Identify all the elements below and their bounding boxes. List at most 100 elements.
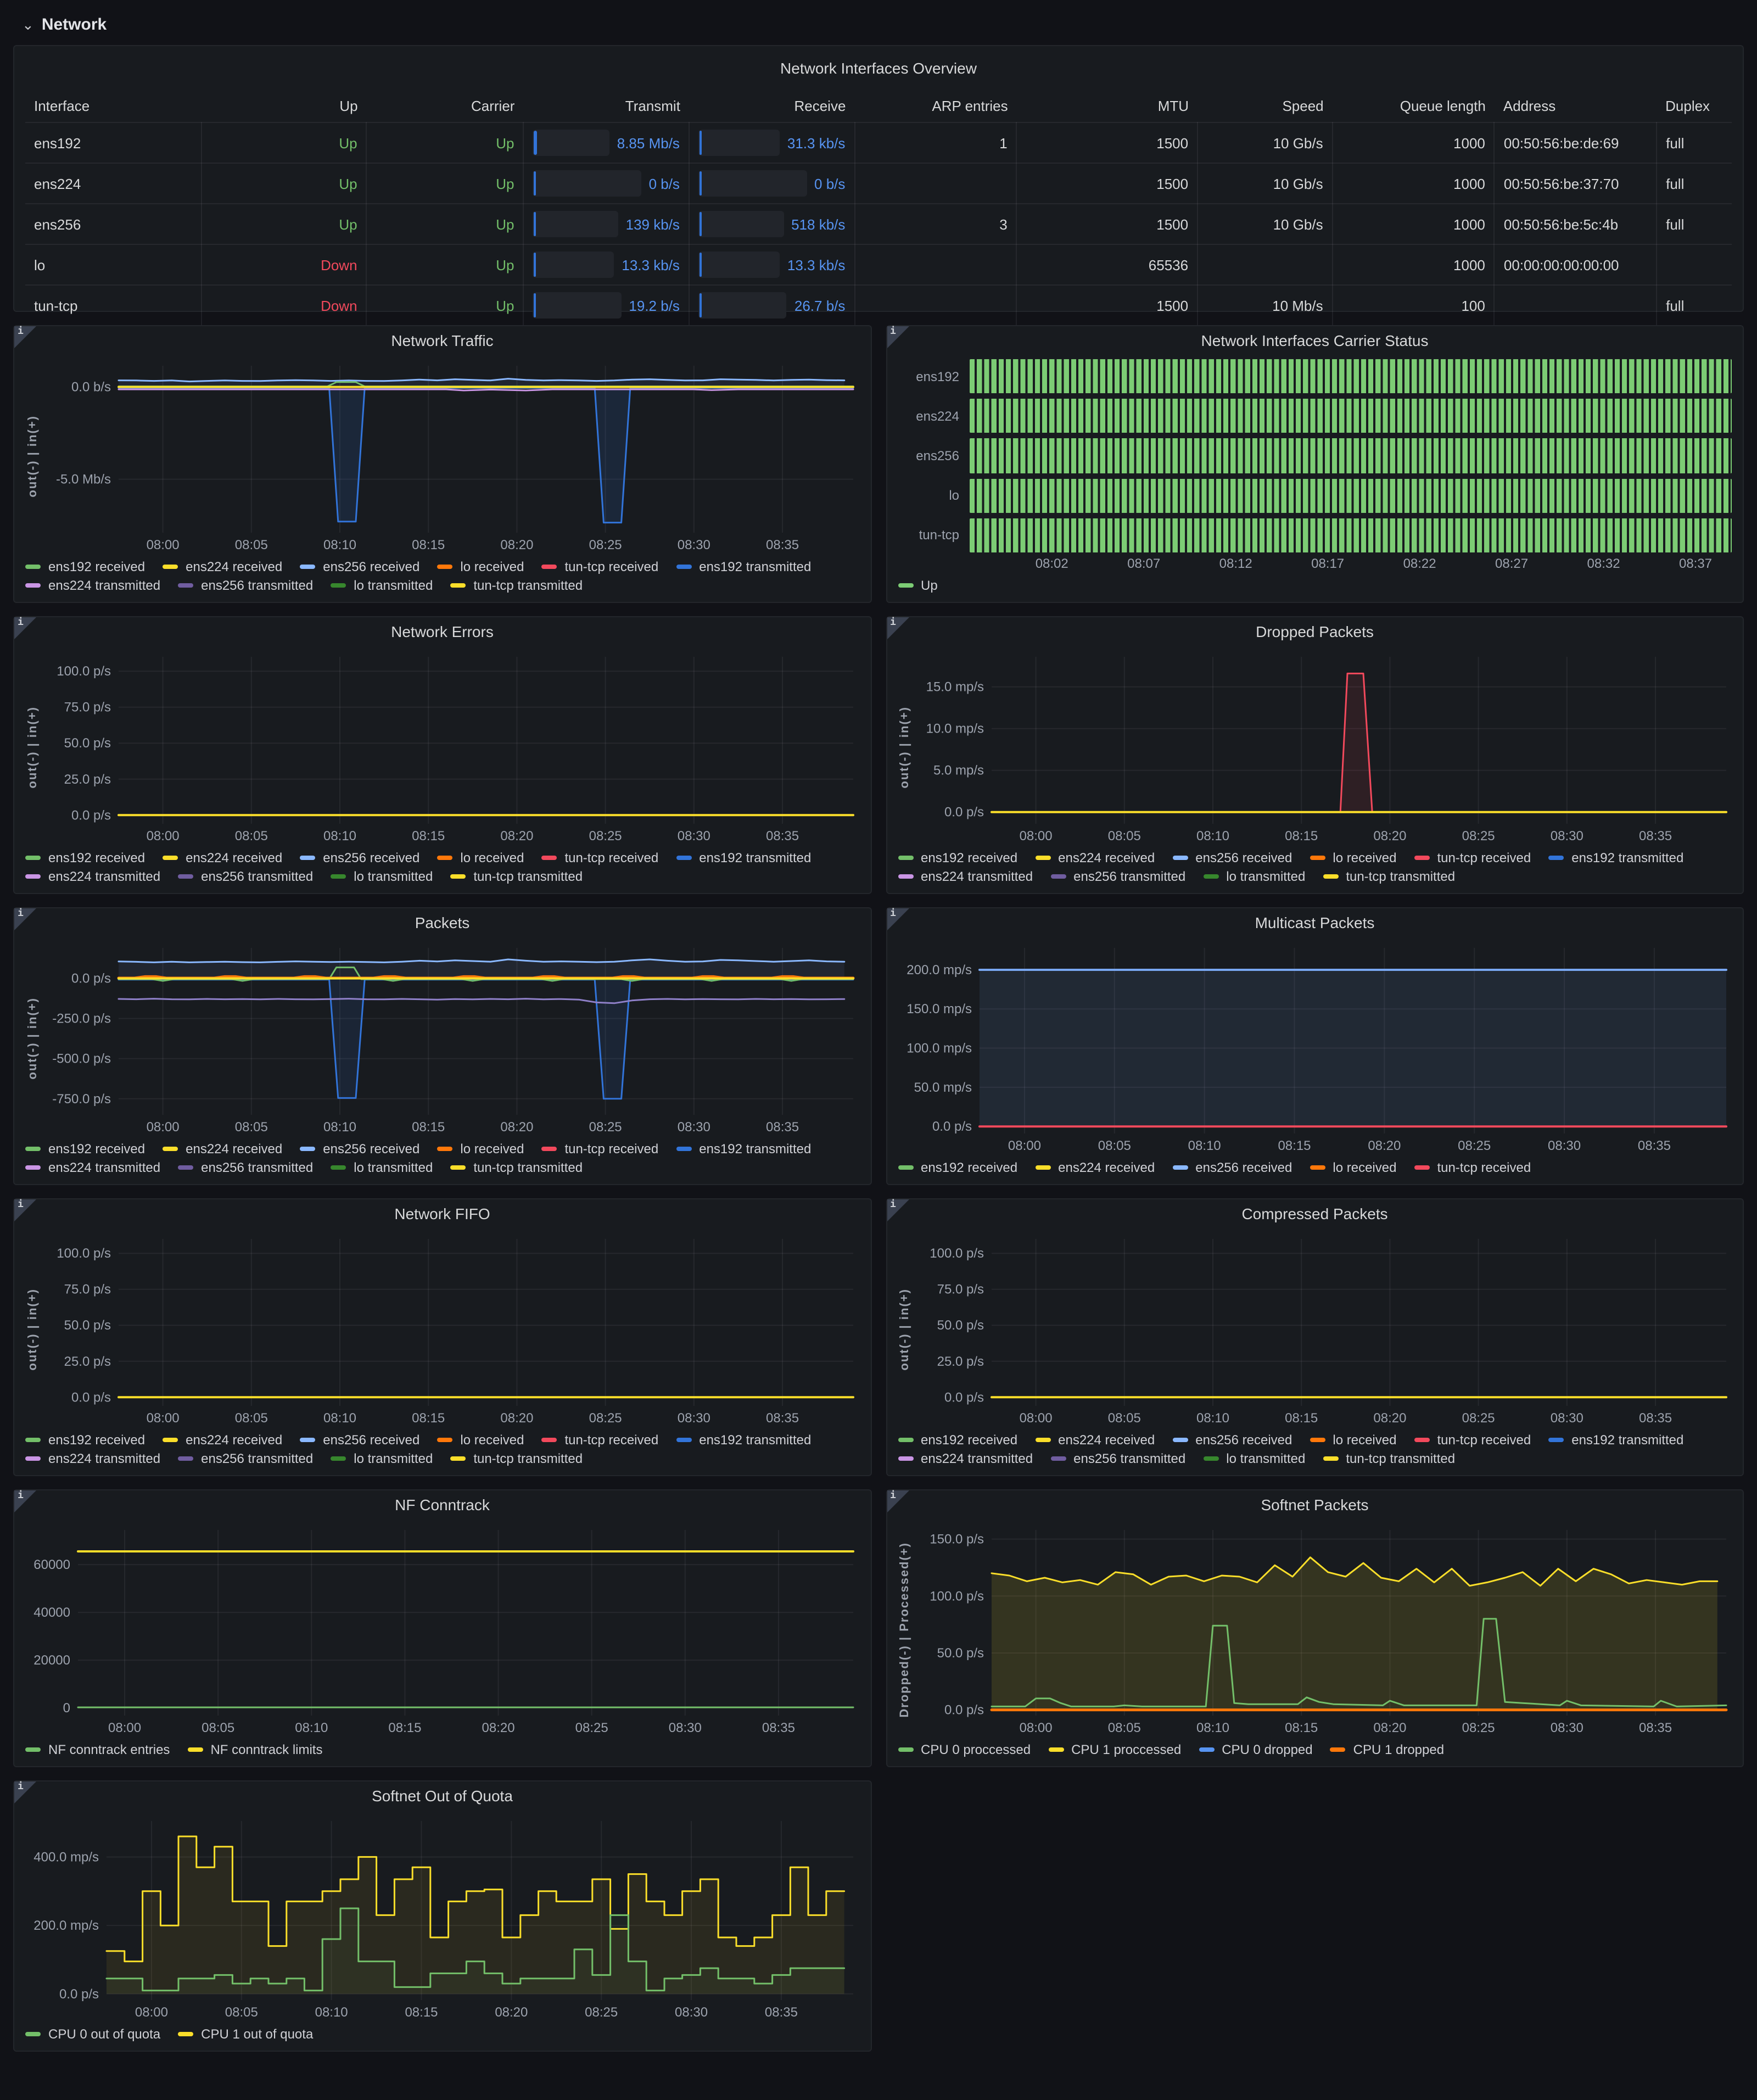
panel-title[interactable]: Compressed Packets xyxy=(1241,1205,1388,1222)
panel-info-icon[interactable]: i xyxy=(14,326,36,348)
legend-item-ens192-received[interactable]: ens192 received xyxy=(898,1432,1017,1448)
legend-item-ens224-received[interactable]: ens224 received xyxy=(1035,1160,1155,1175)
legend-item-CPU-1-dropped[interactable]: CPU 1 dropped xyxy=(1330,1742,1444,1757)
legend-item-tun-tcp-received[interactable]: tun-tcp received xyxy=(1414,1160,1531,1175)
legend-item-tun-tcp-transmitted[interactable]: tun-tcp transmitted xyxy=(450,1451,583,1466)
legend-item-ens256-received[interactable]: ens256 received xyxy=(1172,1160,1292,1175)
legend-item-tun-tcp-transmitted[interactable]: tun-tcp transmitted xyxy=(1323,869,1455,884)
legend-item-ens224-received[interactable]: ens224 received xyxy=(163,559,282,574)
multicast-packets-plot[interactable]: 0.0 p/s 50.0 mp/s 100.0 mp/s 150.0 mp/s 200.… xyxy=(896,939,1734,1155)
legend-item-ens192-received[interactable]: ens192 received xyxy=(898,850,1017,865)
compressed-packets-plot[interactable]: 0.0 p/s 25.0 p/s 50.0 p/s 75.0 p/s 100.0 p/s… xyxy=(914,1230,1734,1428)
panel-info-icon[interactable]: i xyxy=(14,908,36,930)
legend-item-lo-received[interactable]: lo received xyxy=(437,559,524,574)
legend-item-tun-tcp-transmitted[interactable]: tun-tcp transmitted xyxy=(450,578,583,593)
legend-item-CPU-1-out-of-quota[interactable]: CPU 1 out of quota xyxy=(178,2026,313,2042)
legend-item-CPU-1-proccessed[interactable]: CPU 1 proccessed xyxy=(1048,1742,1181,1757)
legend-item-ens192-received[interactable]: ens192 received xyxy=(25,1141,145,1157)
panel-info-icon[interactable]: i xyxy=(14,1199,36,1221)
legend-item-CPU-0-out-of-quota[interactable]: CPU 0 out of quota xyxy=(25,2026,160,2042)
status-bars-lo[interactable] xyxy=(969,478,1732,513)
legend-item-tun-tcp-transmitted[interactable]: tun-tcp transmitted xyxy=(450,869,583,884)
legend-item-NF-conntrack-limits[interactable]: NF conntrack limits xyxy=(187,1742,323,1757)
legend-item-ens224-transmitted[interactable]: ens224 transmitted xyxy=(898,869,1033,884)
legend-item-ens224-received[interactable]: ens224 received xyxy=(163,1141,282,1157)
status-bars-tun-tcp[interactable] xyxy=(969,518,1732,553)
softnet-packets-plot[interactable]: 0.0 p/s 50.0 p/s 100.0 p/s 150.0 p/s 08:00 08… xyxy=(914,1521,1734,1738)
legend-item-ens224-transmitted[interactable]: ens224 transmitted xyxy=(898,1451,1033,1466)
panel-info-icon[interactable]: i xyxy=(887,1199,909,1221)
legend-item-lo-transmitted[interactable]: lo transmitted xyxy=(331,1451,433,1466)
legend-item-ens256-transmitted[interactable]: ens256 transmitted xyxy=(178,1160,313,1175)
legend-item-tun-tcp-received[interactable]: tun-tcp received xyxy=(1414,850,1531,865)
legend-item-ens256-transmitted[interactable]: ens256 transmitted xyxy=(178,869,313,884)
panel-title[interactable]: Network FIFO xyxy=(394,1205,490,1222)
legend-item-CPU-0-dropped[interactable]: CPU 0 dropped xyxy=(1199,1742,1313,1757)
section-row-network[interactable]: ⌄ Network xyxy=(0,0,1757,45)
panel-title[interactable]: Softnet Out of Quota xyxy=(372,1787,513,1805)
legend-item-lo-transmitted[interactable]: lo transmitted xyxy=(331,578,433,593)
legend-item-ens192-transmitted[interactable]: ens192 transmitted xyxy=(676,850,811,865)
legend-item-ens192-transmitted[interactable]: ens192 transmitted xyxy=(1548,1432,1683,1448)
legend-item-ens224-transmitted[interactable]: ens224 transmitted xyxy=(25,869,160,884)
legend-item-lo-received[interactable]: lo received xyxy=(437,1432,524,1448)
legend-item-ens224-transmitted[interactable]: ens224 transmitted xyxy=(25,578,160,593)
legend-item-ens192-received[interactable]: ens192 received xyxy=(25,850,145,865)
dropped-packets-plot[interactable]: 0.0 p/s 5.0 mp/s 10.0 mp/s 15.0 mp/s 08:00 08… xyxy=(914,648,1734,846)
panel-info-icon[interactable]: i xyxy=(887,1490,909,1512)
panel-info-icon[interactable]: i xyxy=(14,1781,36,1803)
panel-title[interactable]: Network Errors xyxy=(391,623,494,640)
panel-title[interactable]: Packets xyxy=(415,914,470,931)
carrier-status-plot[interactable]: ens192 ens224 ens256 lo tun-tcp xyxy=(887,326,1743,553)
legend-item-lo-transmitted[interactable]: lo transmitted xyxy=(1203,1451,1305,1466)
panel-title[interactable]: Multicast Packets xyxy=(1255,914,1375,931)
legend-item-ens192-transmitted[interactable]: ens192 transmitted xyxy=(676,1432,811,1448)
legend-item-ens256-received[interactable]: ens256 received xyxy=(300,1141,419,1157)
legend-item-ens192-transmitted[interactable]: ens192 transmitted xyxy=(676,1141,811,1157)
legend-item-tun-tcp-transmitted[interactable]: tun-tcp transmitted xyxy=(450,1160,583,1175)
column-header-transmit[interactable]: Transmit xyxy=(625,98,680,114)
legend-item-lo-received[interactable]: lo received xyxy=(1310,1432,1396,1448)
panel-info-icon[interactable]: i xyxy=(887,617,909,639)
legend-item-tun-tcp-received[interactable]: tun-tcp received xyxy=(541,850,658,865)
status-bars-ens256[interactable] xyxy=(969,438,1732,473)
legend-item-ens224-received[interactable]: ens224 received xyxy=(163,850,282,865)
network-fifo-plot[interactable]: 0.0 p/s 25.0 p/s 50.0 p/s 75.0 p/s 100.0 p/s… xyxy=(42,1230,861,1428)
legend-item-ens192-received[interactable]: ens192 received xyxy=(25,559,145,574)
legend-item-lo-received[interactable]: lo received xyxy=(1310,1160,1396,1175)
legend-item-ens224-transmitted[interactable]: ens224 transmitted xyxy=(25,1451,160,1466)
legend-item-ens256-received[interactable]: ens256 received xyxy=(1172,850,1292,865)
softnet-quota-plot[interactable]: 0.0 p/s 200.0 mp/s 400.0 mp/s 08:00 08:05 08:… xyxy=(23,1812,861,2022)
legend-item-ens256-received[interactable]: ens256 received xyxy=(300,559,419,574)
legend-item-ens224-received[interactable]: ens224 received xyxy=(1035,850,1155,865)
legend-item-lo-received[interactable]: lo received xyxy=(437,850,524,865)
legend-item-Up[interactable]: Up xyxy=(898,578,938,593)
legend-item-lo-received[interactable]: lo received xyxy=(437,1141,524,1157)
column-header-duplex[interactable]: Duplex xyxy=(1665,98,1710,114)
nf-conntrack-plot[interactable]: 0 20000 40000 60000 08:00 08:05 08:10 08:15 08:2… xyxy=(23,1521,861,1738)
column-header-address[interactable]: Address xyxy=(1503,98,1556,114)
legend-item-ens256-received[interactable]: ens256 received xyxy=(1172,1432,1292,1448)
legend-item-lo-transmitted[interactable]: lo transmitted xyxy=(1203,869,1305,884)
legend-item-CPU-0-proccessed[interactable]: CPU 0 proccessed xyxy=(898,1742,1031,1757)
column-header-interface[interactable]: Interface xyxy=(34,98,90,114)
legend-item-tun-tcp-received[interactable]: tun-tcp received xyxy=(541,1141,658,1157)
status-bars-ens224[interactable] xyxy=(969,399,1732,433)
panel-title[interactable]: Dropped Packets xyxy=(1256,623,1374,640)
legend-item-ens192-received[interactable]: ens192 received xyxy=(898,1160,1017,1175)
network-traffic-plot[interactable]: 0.0 b/s -5.0 Mb/s 08:00 08:05 08:10 08:15 08:2… xyxy=(42,357,861,555)
column-header-up[interactable]: Up xyxy=(339,98,358,114)
panel-info-icon[interactable]: i xyxy=(14,1490,36,1512)
panel-info-icon[interactable]: i xyxy=(887,326,909,348)
legend-item-ens192-transmitted[interactable]: ens192 transmitted xyxy=(1548,850,1683,865)
legend-item-ens256-transmitted[interactable]: ens256 transmitted xyxy=(1050,1451,1185,1466)
legend-item-tun-tcp-received[interactable]: tun-tcp received xyxy=(541,1432,658,1448)
legend-item-ens192-received[interactable]: ens192 received xyxy=(25,1432,145,1448)
column-header-carrier[interactable]: Carrier xyxy=(471,98,515,114)
legend-item-ens256-transmitted[interactable]: ens256 transmitted xyxy=(1050,869,1185,884)
legend-item-ens224-received[interactable]: ens224 received xyxy=(1035,1432,1155,1448)
legend-item-tun-tcp-received[interactable]: tun-tcp received xyxy=(541,559,658,574)
legend-item-tun-tcp-received[interactable]: tun-tcp received xyxy=(1414,1432,1531,1448)
legend-item-lo-transmitted[interactable]: lo transmitted xyxy=(331,869,433,884)
panel-title[interactable]: Network Traffic xyxy=(391,332,494,349)
